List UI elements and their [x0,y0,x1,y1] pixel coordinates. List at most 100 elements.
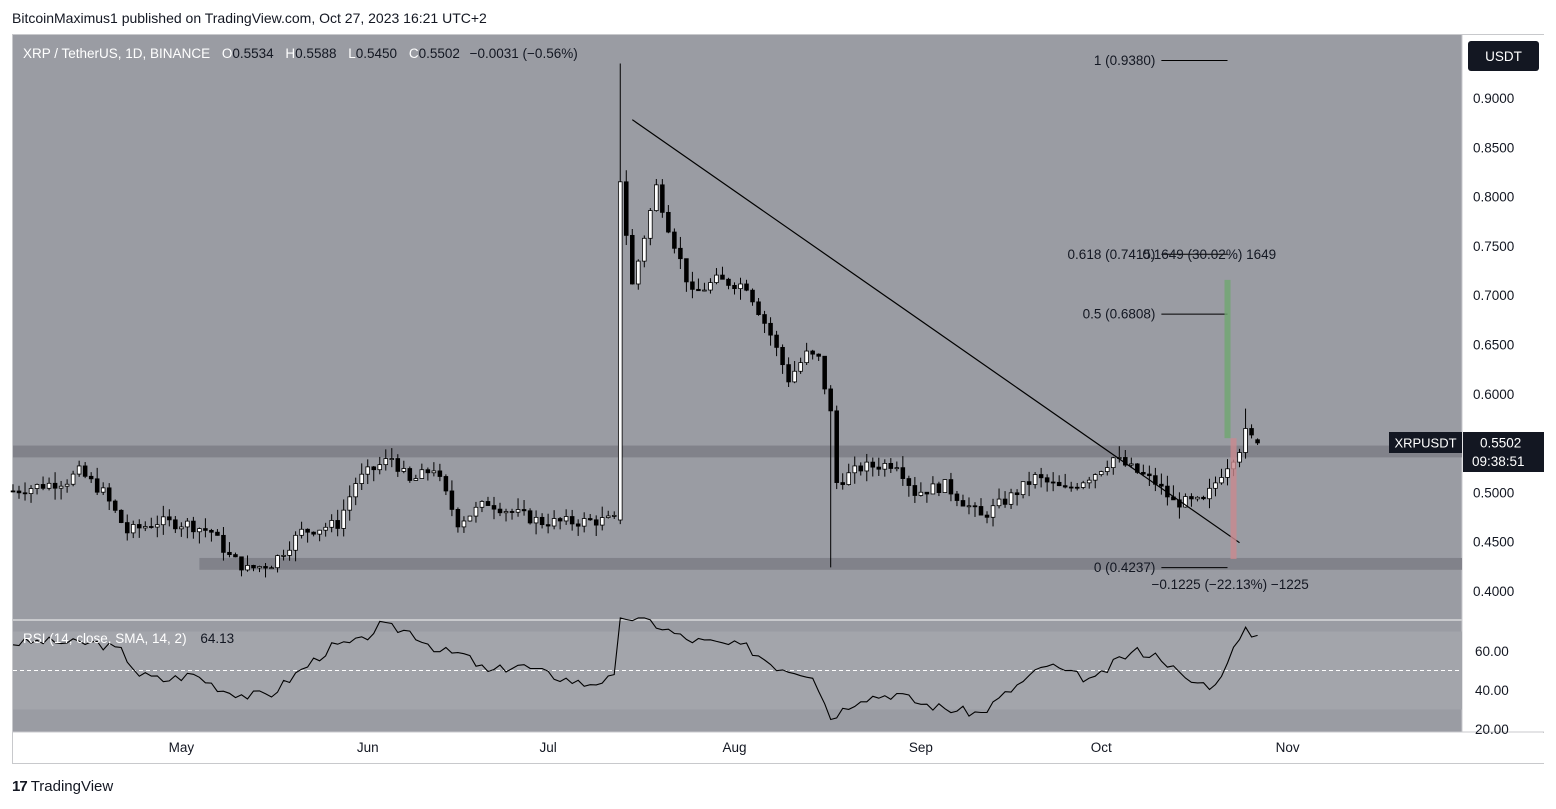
price-pane[interactable] [13,35,1462,619]
candle-body [245,564,250,571]
tradingview-icon: 17 [12,778,28,795]
symbol-tag-bg [1389,432,1462,453]
candle-body [118,509,124,523]
high-value: 0.5588 [295,46,336,61]
currency-badge[interactable]: USDT [1485,49,1522,64]
candle-body [786,364,791,383]
candle-body [930,483,936,495]
candle-body [942,479,948,493]
candle-body [954,493,960,501]
candle-body [978,506,984,516]
candle-body [209,529,214,533]
footer-brand: TradingView [30,778,114,795]
rsi-value: 64.13 [200,631,234,646]
x-tick-label: Jul [539,740,556,755]
candle-body [1213,482,1218,489]
candle-body [1207,487,1212,500]
candle-body [425,469,431,474]
candle-body [503,511,509,514]
close-value: 0.5502 [419,46,460,61]
candle-body [359,473,364,484]
candle-body [449,490,455,510]
candle-body [804,350,809,364]
open-label: O [222,46,233,61]
candle-body [389,458,395,460]
x-axis-ticks: May Jun Jul Aug Sep Oct Nov [169,740,1300,755]
candle-body [365,466,370,475]
y-tick-label: 0.7500 [1473,239,1514,254]
candle-body [317,529,322,535]
candle-body [720,274,725,280]
candle-body [1050,481,1056,484]
time-axis[interactable] [13,733,1544,763]
candle-body [1147,473,1152,477]
candle-body [1129,463,1134,466]
candle-body [918,491,924,496]
candle-body [912,485,918,496]
candle-body [1086,479,1092,484]
candle-body [407,468,413,481]
candle-body [64,483,70,487]
candle-body [551,518,557,527]
candle-body [960,500,966,507]
low-value: 0.5450 [356,46,397,61]
candle-body [846,472,851,485]
candle-body [1056,481,1062,487]
candle-body [563,516,569,522]
price-axis[interactable] [1462,35,1544,732]
candle-body [1014,492,1020,496]
candle-body [599,517,605,526]
candle-body [1249,428,1254,436]
fib-label-0: 1 (0.9380) [1094,53,1156,68]
candle-body [281,554,286,557]
candle-body [822,355,827,390]
candle-body [557,518,563,522]
candle-body [605,515,611,518]
candle-body [22,492,28,495]
rsi-axis-ticks: 60.00 40.00 20.00 [1475,644,1509,737]
candle-body [1038,474,1044,479]
candle-body [1098,471,1104,475]
candle-body [215,531,220,536]
candle-body [106,487,112,502]
candle-body [684,258,689,283]
candle-body [539,516,545,526]
footer-logo[interactable]: 17 TradingView [12,778,113,795]
y-tick-label: 0.8500 [1473,140,1514,155]
rsi-line [12,617,1258,721]
candle-body [1002,498,1008,505]
candle-body [533,516,539,524]
candle-body [401,468,407,472]
candle-body [197,528,202,533]
candle-body [1201,496,1206,500]
candle-body [227,551,232,555]
candle-body [221,534,226,553]
candle-body [1044,477,1050,483]
currency-badge-bg[interactable] [1468,41,1539,71]
candle-body [136,524,142,529]
candle-body [293,534,298,551]
candle-body [672,231,677,249]
candle-body [1032,474,1038,485]
rsi-legend[interactable]: RSI (14, close, SMA, 14, 2) 64.13 [23,631,234,646]
candle-body [40,484,46,489]
candle-body [581,518,587,527]
candle-body [239,556,244,571]
open-value: 0.5534 [232,46,274,61]
ohlc-legend[interactable]: XRP / TetherUS, 1D, BINANCE O0.5534 H0.5… [23,46,578,61]
candle-body [88,475,94,480]
symbol-name: XRP / TetherUS, 1D, BINANCE [23,46,210,61]
candle-body [726,278,731,286]
fib-label-2: 0.5 (0.6808) [1083,307,1156,322]
low-label: L [348,46,356,61]
price-tag-value: 0.5502 [1480,436,1521,451]
candle-body [882,462,888,470]
candle-body [1189,496,1194,500]
target-bar-1 [1230,438,1237,559]
candle-body [966,505,972,508]
fib-label-3: 0 (0.4237) [1094,560,1156,575]
candle-body [864,461,870,472]
price-tag: XRPUSDT 0.5502 09:38:51 [1389,432,1544,472]
y-tick-label: 0.6000 [1473,387,1514,402]
